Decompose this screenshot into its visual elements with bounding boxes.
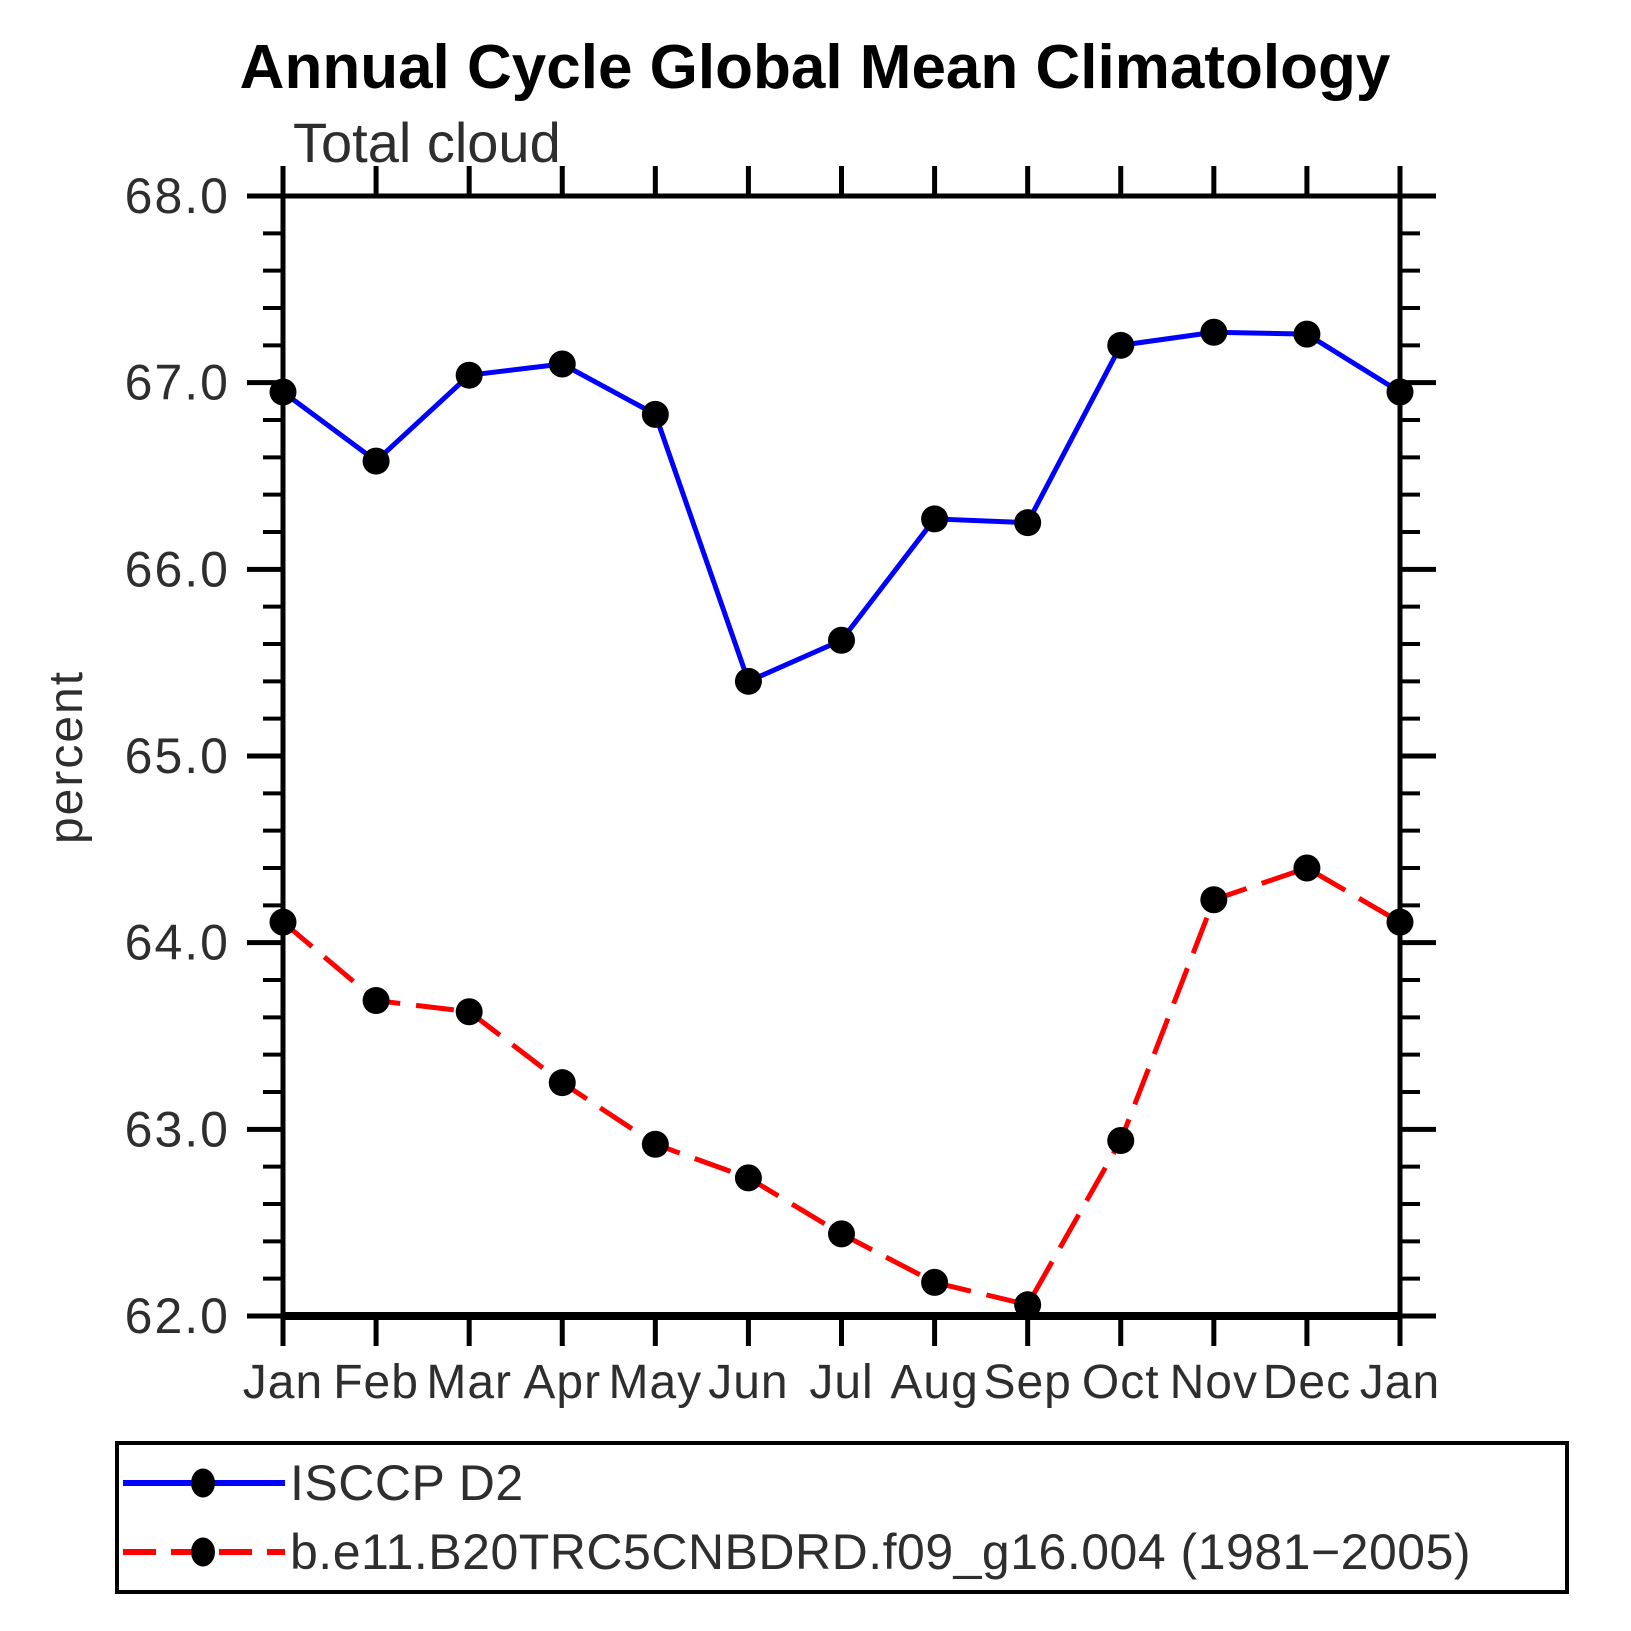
data-point-model-2 (455, 998, 483, 1026)
x-tick-label: Feb (333, 1356, 419, 1409)
x-tick-label: Dec (1263, 1356, 1351, 1409)
y-tick-label: 62.0 (125, 1288, 230, 1344)
y-axis-label: percent (40, 670, 93, 844)
data-point-isccp-d2-6 (828, 626, 855, 654)
x-tick-label: Aug (890, 1356, 978, 1409)
chart-subtitle: Total cloud (293, 111, 561, 174)
x-tick-label: Sep (983, 1356, 1071, 1409)
axis-ticks-layer (247, 166, 1436, 1346)
x-tick-label: Jan (1360, 1356, 1440, 1409)
x-tick-label: Jan (243, 1356, 323, 1409)
data-point-isccp-d2-0 (269, 378, 297, 406)
x-tick-label: Jun (708, 1356, 788, 1409)
data-point-isccp-d2-3 (548, 350, 576, 378)
data-point-isccp-d2-8 (1014, 509, 1042, 537)
data-point-isccp-d2-1 (362, 447, 390, 475)
legend-layer: ISCCP D2 b.e11.B20TRC5CNBDRD.f09_g16.004 … (115, 1441, 1569, 1594)
y-tick-label: 63.0 (125, 1101, 230, 1157)
x-tick-label: Mar (426, 1356, 512, 1409)
data-point-isccp-d2-11 (1293, 320, 1321, 348)
plot-frame-layer (280, 193, 1403, 1320)
data-point-model-11 (1293, 854, 1321, 882)
data-point-model-5 (734, 1164, 762, 1192)
x-tick-label: Oct (1082, 1356, 1160, 1409)
legend-label-1: b.e11.B20TRC5CNBDRD.f09_g16.004 (1981−20… (290, 1524, 1471, 1580)
data-point-isccp-d2-2 (455, 361, 483, 389)
x-tick-label: May (608, 1356, 702, 1409)
data-point-model-10 (1200, 886, 1228, 914)
legend-marker-0 (191, 1468, 215, 1498)
x-tick-label: Jul (809, 1356, 873, 1409)
series-layer (269, 318, 1414, 1319)
data-point-isccp-d2-9 (1107, 331, 1135, 359)
data-point-isccp-d2-10 (1200, 318, 1228, 346)
data-point-isccp-d2-12 (1386, 378, 1414, 406)
data-point-model-6 (828, 1220, 855, 1248)
data-point-isccp-d2-4 (641, 400, 669, 428)
x-tick-label: Nov (1170, 1356, 1258, 1409)
data-point-isccp-d2-5 (734, 667, 762, 695)
data-point-model-3 (548, 1069, 576, 1097)
y-tick-label: 66.0 (125, 541, 230, 597)
data-point-model-4 (641, 1130, 669, 1158)
plot-frame (280, 193, 1403, 1319)
legend-label-0: ISCCP D2 (290, 1455, 524, 1511)
y-tick-label: 67.0 (125, 355, 230, 411)
data-point-model-7 (921, 1268, 949, 1296)
x-tick-label: Apr (523, 1356, 601, 1409)
data-point-model-12 (1386, 908, 1414, 936)
data-point-model-9 (1107, 1127, 1135, 1155)
data-point-isccp-d2-7 (921, 505, 949, 533)
data-point-model-8 (1014, 1291, 1042, 1319)
y-tick-label: 68.0 (125, 168, 230, 224)
legend-box (115, 1441, 1569, 1594)
chart-title: Annual Cycle Global Mean Climatology (240, 33, 1391, 102)
data-point-model-0 (269, 908, 297, 936)
data-point-model-1 (362, 987, 390, 1015)
legend-marker-1 (191, 1537, 215, 1567)
y-tick-label: 64.0 (125, 915, 230, 971)
y-tick-label: 65.0 (125, 728, 230, 784)
